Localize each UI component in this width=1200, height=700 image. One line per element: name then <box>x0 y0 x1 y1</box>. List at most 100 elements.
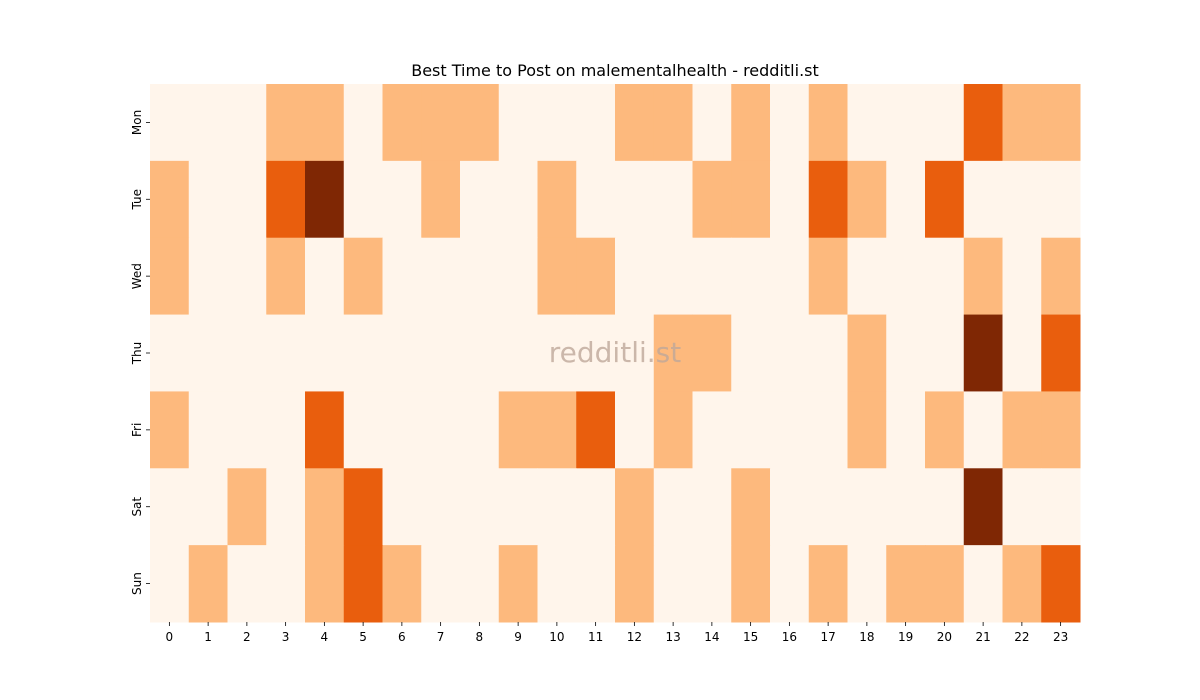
heatmap-cell-mon-1 <box>188 84 228 162</box>
heatmap-cell-wed-21 <box>963 237 1003 316</box>
heatmap-cell-sat-2 <box>227 468 267 546</box>
x-tick-label: 15 <box>743 630 758 644</box>
heatmap-cell-fri-17 <box>808 391 848 469</box>
x-tick-label: 14 <box>704 630 719 644</box>
heatmap-cell-fri-19 <box>886 391 926 469</box>
heatmap-cell-fri-23 <box>1041 391 1081 469</box>
heatmap-cell-mon-16 <box>770 84 810 162</box>
y-tick-label: Thu <box>130 342 144 366</box>
heatmap-cell-mon-4 <box>305 84 345 162</box>
x-tick-label: 2 <box>243 630 251 644</box>
heatmap-cell-tue-21 <box>963 160 1003 239</box>
heatmap-cell-sun-2 <box>227 545 267 623</box>
y-tick-label: Fri <box>130 423 144 437</box>
heatmap-cell-thu-22 <box>1002 314 1042 392</box>
heatmap-cell-sat-6 <box>382 468 422 546</box>
x-tick-label: 10 <box>549 630 564 644</box>
heatmap-cell-tue-11 <box>576 160 616 239</box>
heatmap-cell-wed-5 <box>343 237 383 316</box>
y-tick-label: Tue <box>130 189 144 211</box>
x-tick-label: 7 <box>437 630 445 644</box>
heatmap-cell-tue-19 <box>886 160 926 239</box>
heatmap-cell-mon-20 <box>925 84 965 162</box>
heatmap-cell-tue-12 <box>615 160 655 239</box>
heatmap-cell-mon-19 <box>886 84 926 162</box>
heatmap-cell-fri-4 <box>305 391 345 469</box>
heatmap-cell-sun-15 <box>731 545 771 623</box>
heatmap-cell-mon-3 <box>266 84 306 162</box>
heatmap-cell-wed-3 <box>266 237 306 316</box>
heatmap-cell-thu-4 <box>305 314 345 392</box>
heatmap-cell-thu-2 <box>227 314 267 392</box>
heatmap-cell-wed-11 <box>576 237 616 316</box>
x-tick-label: 20 <box>937 630 952 644</box>
heatmap-cell-sun-22 <box>1002 545 1042 623</box>
heatmap-cell-mon-15 <box>731 84 771 162</box>
watermark: redditli.st <box>549 336 681 369</box>
x-tick-label: 3 <box>282 630 290 644</box>
y-tick-label: Sun <box>130 572 144 595</box>
heatmap-cell-wed-6 <box>382 237 422 316</box>
heatmap-cell-sun-14 <box>692 545 732 623</box>
heatmap-cell-mon-18 <box>847 84 887 162</box>
heatmap-cell-sat-12 <box>615 468 655 546</box>
heatmap-cell-tue-1 <box>188 160 228 239</box>
heatmap-cell-thu-18 <box>847 314 887 392</box>
heatmap-cell-sun-7 <box>421 545 461 623</box>
x-tick-label: 18 <box>859 630 874 644</box>
heatmap-cell-sat-16 <box>770 468 810 546</box>
heatmap-cell-thu-0 <box>150 314 190 392</box>
heatmap-cell-wed-16 <box>770 237 810 316</box>
heatmap-cell-sat-5 <box>343 468 383 546</box>
heatmap-cell-sun-9 <box>498 545 538 623</box>
heatmap-cell-tue-6 <box>382 160 422 239</box>
heatmap-cell-sat-15 <box>731 468 771 546</box>
heatmap-cell-thu-11 <box>576 314 616 392</box>
x-tick-label: 17 <box>820 630 835 644</box>
heatmap-cell-fri-0 <box>150 391 190 469</box>
heatmap-cell-wed-8 <box>460 237 500 316</box>
heatmap-cell-thu-14 <box>692 314 732 392</box>
heatmap-cell-mon-7 <box>421 84 461 162</box>
x-tick-label: 21 <box>975 630 990 644</box>
x-axis: 0 1 2 3 4 5 6 7 8 9 10 11 12 13 14 15 16 17 18 19 20 21 22 23 <box>166 622 1068 644</box>
y-tick-label: Wed <box>130 263 144 289</box>
heatmap-cell-sat-4 <box>305 468 345 546</box>
heatmap-cell-wed-23 <box>1041 237 1081 316</box>
heatmap-cell-sun-8 <box>460 545 500 623</box>
heatmap-cell-wed-22 <box>1002 237 1042 316</box>
heatmap-cell-thu-16 <box>770 314 810 392</box>
heatmap-cell-sun-1 <box>188 545 228 623</box>
y-axis: Mon Tue Wed Thu Fri Sat Sun <box>130 110 150 595</box>
heatmap-cell-sat-17 <box>808 468 848 546</box>
heatmap-cell-wed-4 <box>305 237 345 316</box>
heatmap-cell-sat-8 <box>460 468 500 546</box>
heatmap-cell-thu-15 <box>731 314 771 392</box>
heatmap-cell-mon-14 <box>692 84 732 162</box>
heatmap-cell-sun-16 <box>770 545 810 623</box>
heatmap-cell-sat-22 <box>1002 468 1042 546</box>
heatmap-cell-mon-11 <box>576 84 616 162</box>
heatmap-cell-tue-0 <box>150 160 190 239</box>
heatmap-cell-thu-5 <box>343 314 383 392</box>
heatmap-cell-tue-17 <box>808 160 848 239</box>
heatmap-cell-wed-10 <box>537 237 577 316</box>
heatmap-cell-thu-12 <box>615 314 655 392</box>
heatmap-cell-thu-19 <box>886 314 926 392</box>
x-tick-label: 0 <box>166 630 174 644</box>
x-tick-label: 8 <box>476 630 484 644</box>
heatmap-cell-tue-10 <box>537 160 577 239</box>
x-tick-label: 5 <box>359 630 367 644</box>
heatmap-cell-sun-17 <box>808 545 848 623</box>
x-tick-label: 4 <box>321 630 329 644</box>
heatmap-cell-tue-7 <box>421 160 461 239</box>
heatmap-cell-wed-12 <box>615 237 655 316</box>
heatmap-cell-tue-3 <box>266 160 306 239</box>
heatmap-cell-fri-11 <box>576 391 616 469</box>
heatmap-cell-mon-22 <box>1002 84 1042 162</box>
heatmap-cell-sat-14 <box>692 468 732 546</box>
heatmap-cell-sun-13 <box>653 545 693 623</box>
heatmap-cell-mon-9 <box>498 84 538 162</box>
x-tick-label: 16 <box>782 630 797 644</box>
heatmap-cell-sat-7 <box>421 468 461 546</box>
